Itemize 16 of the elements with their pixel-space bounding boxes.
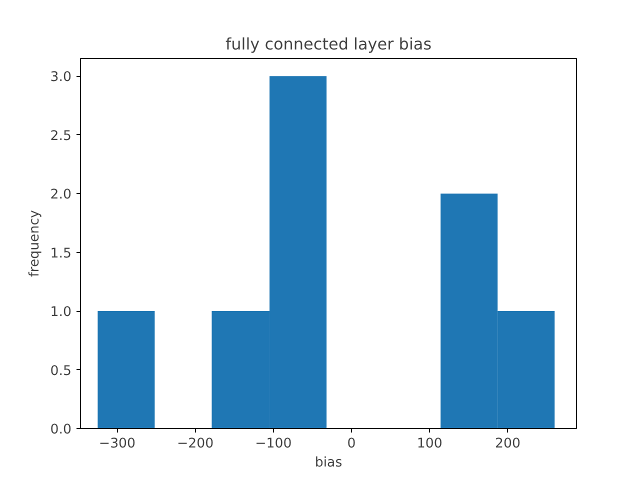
- y-tick-label: 1.5: [50, 246, 72, 262]
- x-tick-label: −100: [255, 436, 292, 452]
- y-tick-label: 2.0: [50, 188, 72, 203]
- y-tick-label: 2.5: [50, 128, 72, 144]
- x-tick-label: −200: [177, 436, 214, 452]
- y-tick-label: 3.0: [50, 70, 72, 86]
- y-axis-title: frequency: [27, 210, 42, 277]
- x-tick-label: −300: [98, 436, 136, 452]
- y-tick-label: 0.5: [50, 364, 72, 379]
- chart-title: fully connected layer bias: [225, 34, 432, 54]
- x-tick-label: 200: [495, 436, 520, 452]
- x-tick-label: 100: [416, 436, 442, 452]
- y-tick-label: 1.0: [50, 305, 72, 320]
- x-tick-label: 0: [347, 436, 356, 452]
- x-axis-title: bias: [314, 456, 342, 470]
- y-tick-label: 0.0: [50, 422, 72, 438]
